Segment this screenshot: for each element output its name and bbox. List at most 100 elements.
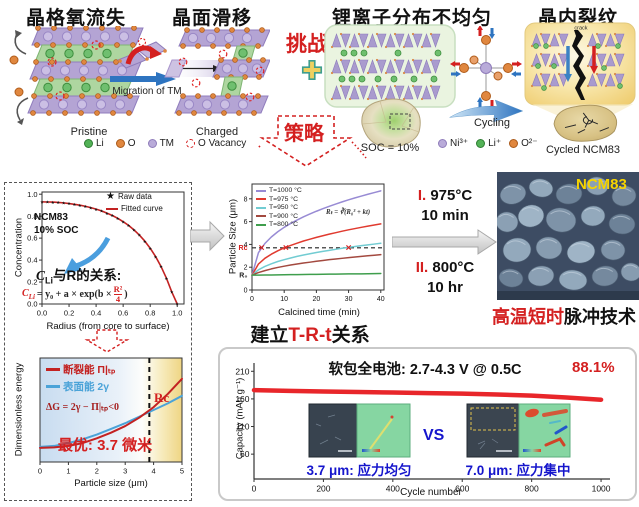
process-step-2: II. 800°C 10 hr [415,259,475,297]
cycled-particle [553,104,618,142]
rc-label: Rc [154,390,170,405]
derive-arrow-icon [84,329,130,353]
sem-image [497,172,639,300]
star-marker-icon: ★ [106,191,115,202]
charged-label: Charged [195,126,239,138]
vs-label: VS [423,427,445,444]
svg-text:4: 4 [244,242,248,249]
svg-text:0.2: 0.2 [27,278,37,287]
soc-particle [361,98,421,148]
svg-text:★: ★ [72,202,77,207]
oxygen-escape-arrow-icon [16,97,29,121]
plus-icon [301,59,323,81]
inset-3p7um [308,403,411,458]
optim-size-label: 最优: 3.7 微米 [57,437,153,454]
cell-test-title: 软包全电池: 2.7-4.3 V @ 0.5C [328,362,522,378]
svg-text:★: ★ [159,264,164,269]
particle-cracks [564,112,610,134]
svg-text:2: 2 [244,265,248,272]
chart2-ylabel: Particle Size (μm) [227,198,239,275]
chart3-legend: 断裂能 Π|ₜₚ 表面能 2γ [46,362,116,394]
ni-ion-icon [438,139,447,148]
chart2-legend: T=1000 °C T=975 °C T=950 °C T=900 °C T=8… [256,187,302,228]
pulse-technique-caption: 高温短时脉冲技术 [492,307,636,327]
svg-text:★: ★ [89,205,94,210]
atom-legend: Li O TM O Vacancy [84,138,246,149]
svg-text:★: ★ [62,201,67,206]
svg-text:★: ★ [137,233,142,238]
o-vacancy-icon [186,139,196,148]
inset-7p0um [466,403,571,458]
o-atom-icon [115,139,125,148]
migration-of-tm-label: Migration of TM [112,86,182,97]
svg-text:200: 200 [316,484,330,494]
svg-text:✕: ✕ [258,243,265,252]
svg-text:0.8: 0.8 [145,309,155,318]
svg-text:0.4: 0.4 [91,309,101,318]
migration-direction-arrow-icon [110,72,176,86]
svg-text:★: ★ [94,207,99,212]
legend-item-o-vacancy: O Vacancy [186,138,246,149]
crack-label: crack [574,26,587,32]
li-atom-icon [84,139,93,148]
process-step-1: I. 975°C 10 min [417,187,473,225]
title-oxygen-loss: 晶格氧流失 [26,8,127,29]
trt-chart: 0 10 20 30 40 0 2 4 6 8 Rc R₀ ✕ ✕ ✕ T=1000 °C T=975 °C… [226,176,392,326]
svg-text:★: ★ [154,254,159,259]
svg-text:★: ★ [164,276,169,281]
cycling-label: Cycling [473,117,511,129]
svg-text:★: ★ [170,290,175,295]
energy-formula: ΔG = 2γ − Π|ₜₚ<0 [46,402,120,413]
svg-text:0: 0 [250,296,254,303]
li-distribution-box [324,24,456,108]
crack-inset-box: crack [524,22,636,106]
svg-text:0: 0 [244,287,248,294]
tm-migration-slab [117,37,167,69]
cycled-ncm83-label: Cycled NCM83 [546,144,620,156]
growth-formula: Rₜ = ∛(R₀³ + kt) [326,209,371,216]
svg-text:★: ★ [45,200,50,205]
svg-text:10: 10 [280,296,288,303]
svg-text:0: 0 [38,467,42,476]
model-panel-border [4,182,192,501]
sample-annotation: NCM83 10% SOC [34,212,79,236]
pouch-cell-chart: 0 200 400 600 800 1000 60 110 160 210 软包全电池: 2.7-… [218,347,637,501]
svg-text:3: 3 [123,467,127,476]
svg-text:1000: 1000 [592,484,611,494]
trt-caption: 建立T-R-t关系 [250,325,370,346]
tm-center-atom [480,62,492,74]
chart1-xlabel: Radius (from core to surface) [46,321,170,332]
li-ion-icon [476,139,486,148]
ion-octahedron-diagram [450,26,522,110]
chart3-xlabel: Particle size (μm) [74,478,148,489]
pointer-swoosh-icon [75,236,111,269]
svg-text:0: 0 [252,484,257,494]
svg-text:0.6: 0.6 [118,309,128,318]
svg-text:★: ★ [116,216,121,221]
ion-legend: Ni³⁺ Li⁺ O²⁻ [438,138,538,149]
pristine-crystal-diagram [9,26,144,125]
svg-text:1: 1 [66,467,70,476]
pristine-label: Pristine [70,126,108,138]
sem-sample-label: NCM83 [576,176,627,193]
svg-text:1.0: 1.0 [27,190,37,199]
chart4-ylabel: Capacity (mAh g⁻¹) [234,377,246,460]
svg-text:★: ★ [78,203,83,208]
fitted-line-swatch [106,207,118,210]
tm-atom-icon [147,139,157,148]
svg-text:★: ★ [56,200,61,205]
challenge-label: 挑战 [286,33,328,56]
stress-concentration-label: 7.0 μm: 应力集中 [465,463,571,478]
svg-text:0.0: 0.0 [27,300,37,309]
chart2-xlabel: Calcined time (min) [278,307,360,318]
escaping-oxygen-atom [9,55,19,65]
uniform-stress-label: 3.7 μm: 应力均匀 [306,463,412,478]
strategy-arrow-icon [258,115,367,167]
svg-text:0.0: 0.0 [37,309,47,318]
svg-text:0.2: 0.2 [64,309,74,318]
svg-text:★: ★ [126,223,131,228]
svg-text:800: 800 [525,484,539,494]
svg-text:★: ★ [175,302,180,307]
svg-text:110: 110 [236,421,250,431]
